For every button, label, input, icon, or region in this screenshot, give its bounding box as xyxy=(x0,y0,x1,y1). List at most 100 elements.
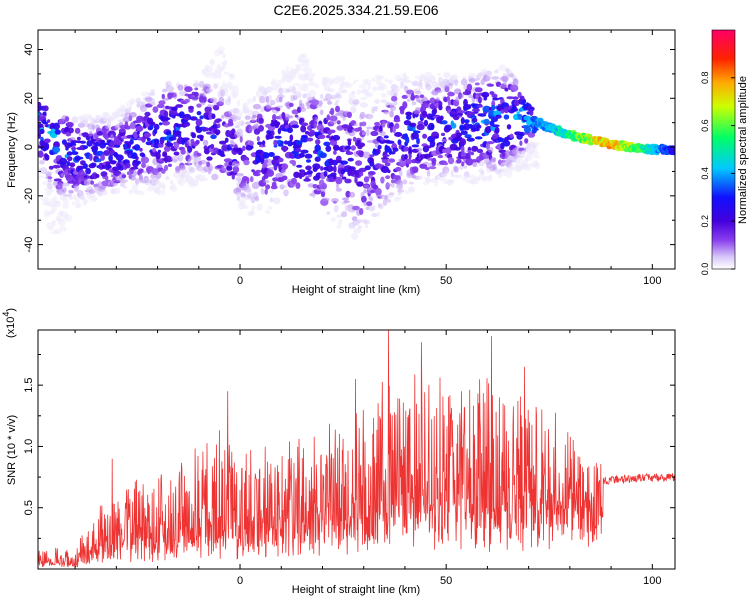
spectral-blob xyxy=(408,148,413,156)
spectral-blob xyxy=(343,200,350,204)
spectral-blob xyxy=(54,129,61,135)
spectral-blob xyxy=(326,114,330,121)
spectral-blob xyxy=(418,79,423,88)
spectral-blob xyxy=(164,145,171,152)
spectral-blob xyxy=(335,99,340,104)
spectral-blob xyxy=(167,163,172,167)
spectral-blob xyxy=(416,124,425,131)
spectral-blob xyxy=(291,124,300,129)
spectral-blob xyxy=(244,205,249,209)
spectral-blob xyxy=(533,163,541,167)
spectral-blob xyxy=(50,207,57,212)
spectral-blob xyxy=(256,203,263,211)
spectral-blob xyxy=(282,145,288,153)
spectral-blob xyxy=(152,106,159,113)
spectral-blob xyxy=(378,203,384,210)
spectral-blob xyxy=(331,159,338,166)
snr-x-axis-label: Height of straight line (km) xyxy=(292,584,420,596)
spectral-blob xyxy=(292,160,296,167)
spectral-blob xyxy=(338,87,343,95)
spectral-blob xyxy=(321,182,327,190)
spectral-blob xyxy=(482,105,491,113)
spectral-blob xyxy=(375,188,382,196)
spectral-blob xyxy=(308,89,317,97)
spectral-blob xyxy=(393,85,401,93)
spectral-blob xyxy=(463,123,471,131)
spectral-blob xyxy=(194,87,199,91)
spectral-blob xyxy=(161,93,165,100)
spectral-blob xyxy=(405,114,412,120)
spectral-blob xyxy=(300,107,307,112)
spectral-blob xyxy=(275,105,283,109)
spectral-blob xyxy=(320,191,326,198)
spectral-blob xyxy=(314,116,319,123)
spectral-blob xyxy=(64,214,73,222)
spectral-blob xyxy=(300,122,309,127)
spectral-blob xyxy=(357,225,362,229)
spectral-blob xyxy=(403,146,409,152)
spectral-blob xyxy=(334,76,341,80)
spectral-blob xyxy=(313,122,317,129)
spectral-blob xyxy=(155,152,161,160)
spectral-blob xyxy=(265,95,270,104)
spectral-blob xyxy=(244,115,251,120)
spectral-blob xyxy=(91,196,98,202)
spectral-blob xyxy=(330,172,337,177)
spectral-blob xyxy=(416,175,423,180)
spectral-blob xyxy=(107,120,112,127)
spectral-blob xyxy=(509,163,514,170)
spectral-blob xyxy=(184,98,191,103)
spectral-blob xyxy=(444,147,452,154)
spectral-blob xyxy=(495,68,499,73)
spectral-blob xyxy=(195,118,203,126)
spectral-blob xyxy=(39,160,45,165)
spectral-blob xyxy=(249,141,254,146)
spectral-blob xyxy=(510,107,519,112)
spectral-blob xyxy=(71,151,79,156)
spectral-blob xyxy=(196,111,202,116)
spectral-blob xyxy=(361,121,367,127)
spectral-blob xyxy=(443,162,449,166)
spectral-blob xyxy=(173,92,178,99)
spectral-blob xyxy=(294,114,299,118)
spectral-blob xyxy=(38,150,44,158)
spectral-blob xyxy=(455,132,463,137)
spectral-blob xyxy=(205,65,214,73)
spectral-blob xyxy=(298,152,305,158)
spectral-blob xyxy=(533,126,538,132)
spectral-blob xyxy=(68,189,74,194)
spectral-blob xyxy=(358,167,367,173)
spectral-blob xyxy=(118,128,126,133)
spectral-blob xyxy=(382,154,390,158)
spectral-blob xyxy=(264,188,268,195)
spectral-blob xyxy=(303,178,311,182)
colorbar-ticks: 0.0 0.2 0.4 0.6 0.8 xyxy=(700,72,735,275)
spectral-blob xyxy=(330,94,337,100)
spectral-blob xyxy=(360,136,365,140)
spectral-blob xyxy=(43,138,51,144)
spectral-blob xyxy=(384,78,389,83)
spectral-blob xyxy=(258,124,264,132)
spectral-blob xyxy=(152,147,157,153)
spectral-blob xyxy=(416,147,422,152)
spectral-blob xyxy=(495,114,502,119)
spectrogram-panel: 0 50 100 -40 -20 0 20 40 Height of straight lin… xyxy=(6,29,676,296)
spectral-blob xyxy=(464,134,472,138)
spectral-blob xyxy=(253,172,261,177)
spectral-blob xyxy=(358,150,365,158)
spectral-blob xyxy=(66,161,71,167)
colorbar-tick-label: 0.8 xyxy=(700,72,710,85)
spectral-blob xyxy=(460,78,468,86)
spectral-blob xyxy=(486,70,493,78)
spectral-blob xyxy=(135,178,139,185)
spectral-blob xyxy=(350,106,357,114)
snr-y-axis-label: SNR (10 * v/v) xyxy=(6,415,18,485)
spectral-blob xyxy=(410,95,416,101)
spectral-blob xyxy=(211,113,216,120)
spectral-blob xyxy=(433,108,438,115)
spectral-blob xyxy=(350,145,356,151)
spectral-blob xyxy=(340,75,346,81)
spectral-blob xyxy=(196,152,202,157)
spectral-blob xyxy=(129,112,137,118)
spectral-blob xyxy=(399,158,408,165)
